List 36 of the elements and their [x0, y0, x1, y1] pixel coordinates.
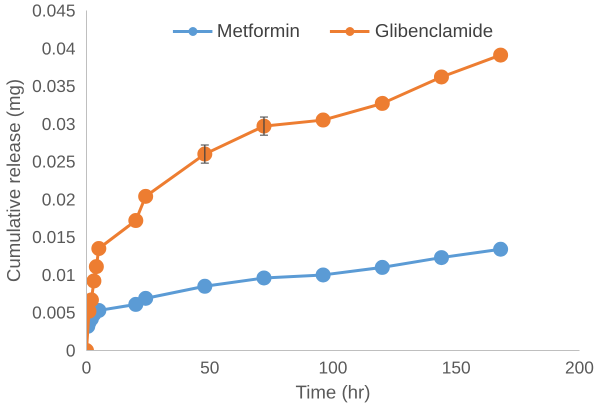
x-tick-label: 100	[318, 358, 348, 378]
y-tick-label: 0.005	[32, 302, 76, 323]
point	[256, 270, 272, 286]
point	[316, 112, 331, 128]
y-tick-label: 0.02	[42, 189, 76, 210]
point	[493, 48, 508, 63]
y-tick-label: 0.03	[42, 114, 76, 134]
point	[374, 96, 390, 111]
point	[138, 188, 154, 204]
point	[434, 70, 449, 84]
point	[434, 250, 449, 266]
y-tick-label: 0.035	[32, 76, 76, 96]
x-tick-label: 0	[82, 358, 92, 378]
x-tick-label: 50	[200, 358, 220, 378]
point	[138, 290, 154, 306]
y-tick-label: 0.015	[32, 227, 76, 248]
point	[91, 241, 106, 256]
y-tick-label: 0.045	[32, 0, 76, 20]
y-tick-label: 0.01	[42, 264, 76, 285]
point	[316, 267, 331, 282]
y-tick-label: 0.025	[32, 152, 76, 172]
point	[197, 278, 212, 294]
y-axis-title: Cumulative release (mg)	[3, 78, 24, 282]
legend-label: Glibenclamide	[374, 20, 494, 42]
point	[256, 118, 272, 134]
point	[128, 213, 144, 228]
point	[493, 242, 508, 257]
x-tick-label: 200	[565, 358, 594, 378]
y-tick-label: 0.04	[42, 38, 76, 58]
point	[374, 260, 390, 275]
point	[86, 274, 102, 288]
x-axis-title: Time (hr)	[296, 382, 370, 402]
x-tick-label: 150	[442, 358, 471, 378]
legend-label: Metformin	[216, 20, 300, 42]
y-tick-label: 0	[66, 340, 76, 360]
point	[88, 259, 104, 274]
